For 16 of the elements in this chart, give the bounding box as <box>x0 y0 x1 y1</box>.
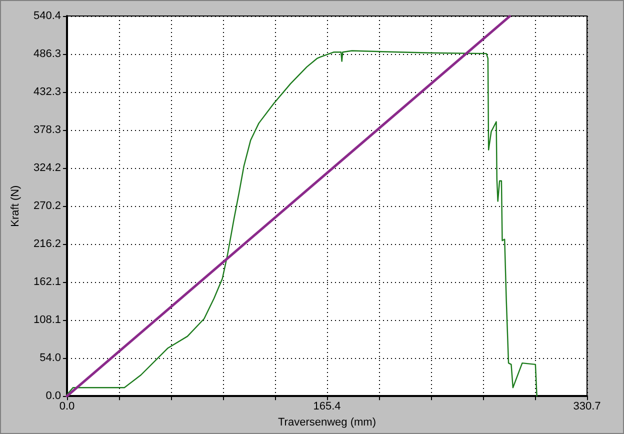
y-tick-label: 432.3 <box>33 86 61 98</box>
y-tick-label: 54.0 <box>40 352 61 364</box>
x-tick-label: 330.7 <box>573 400 601 413</box>
y-tick-label: 270.2 <box>33 200 61 212</box>
y-axis-title: Kraft (N) <box>10 185 22 227</box>
x-axis-title: Traversenweg (mm) <box>278 416 376 428</box>
x-tick-label: 165.4 <box>313 400 341 413</box>
y-tick-label: 108.1 <box>33 314 61 326</box>
y-tick-label: 378.3 <box>33 124 61 136</box>
y-tick-label: 486.3 <box>33 48 61 60</box>
y-tick-label: 162.1 <box>33 276 61 288</box>
y-tick-label: 324.2 <box>33 162 61 174</box>
x-tick-label: 0.0 <box>59 400 75 413</box>
y-tick-label: 540.4 <box>33 10 61 22</box>
y-tick-label: 0.0 <box>46 390 61 402</box>
y-tick-label: 216.2 <box>33 238 61 250</box>
